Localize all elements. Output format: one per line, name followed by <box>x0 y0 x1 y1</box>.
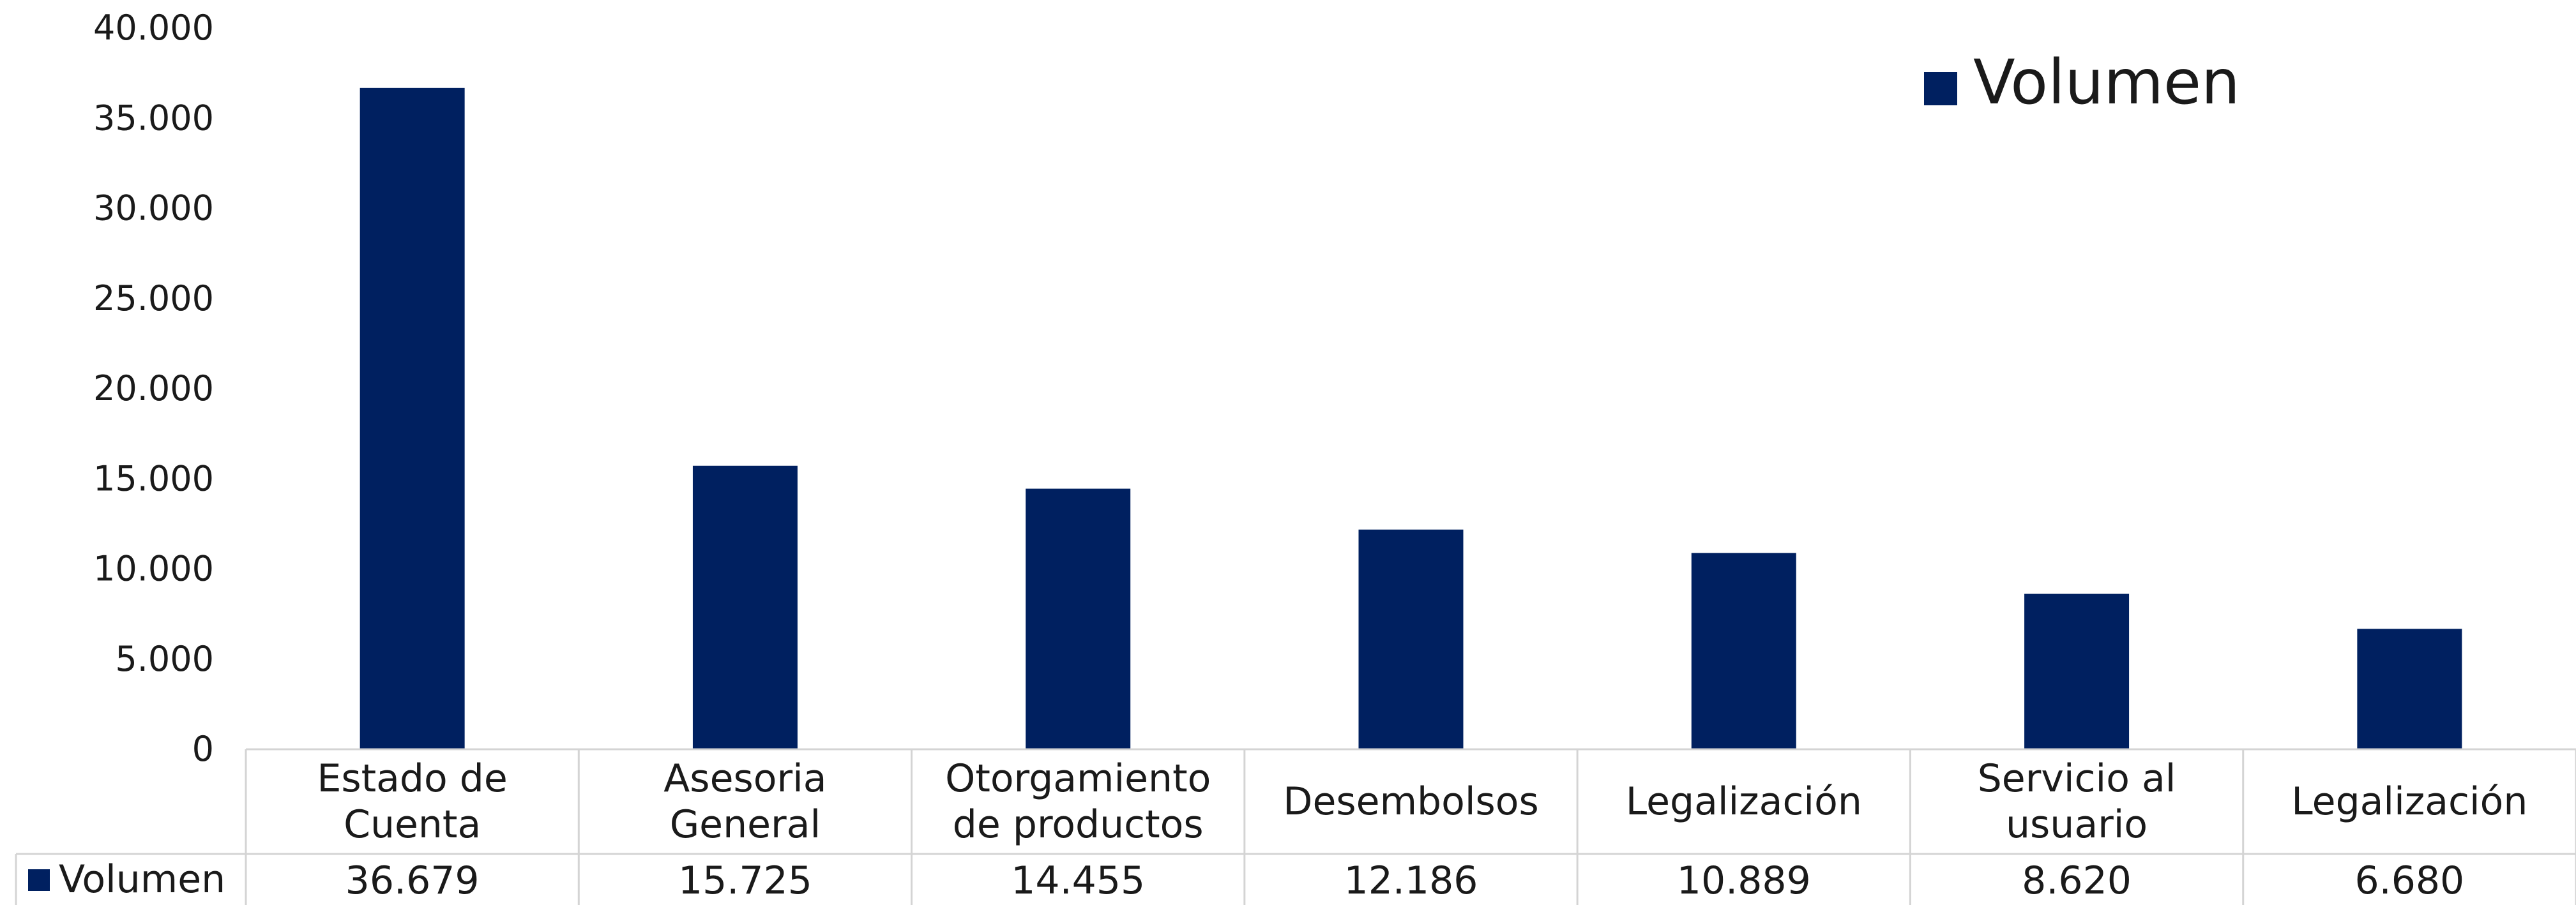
bars <box>360 87 2462 750</box>
data-value-label: 10.889 <box>1677 858 1811 903</box>
y-tick-label: 25.000 <box>93 278 214 318</box>
data-value-label: 14.455 <box>1011 858 1145 903</box>
bar <box>1026 488 1131 749</box>
data-value-label: 36.679 <box>345 858 480 903</box>
category-label: de productos <box>953 802 1204 847</box>
bar <box>1358 529 1464 749</box>
category-label: Asesoria <box>663 756 826 801</box>
category-label: General <box>670 802 821 847</box>
y-tick-label: 35.000 <box>93 98 214 138</box>
bar <box>2024 594 2130 749</box>
y-tick-label: 5.000 <box>115 639 214 679</box>
legend-label: Volumen <box>1973 47 2240 118</box>
data-value-label: 8.620 <box>2022 858 2132 903</box>
y-tick-label: 30.000 <box>93 188 214 228</box>
y-tick-label: 15.000 <box>93 458 214 498</box>
data-value-label: 15.725 <box>678 858 812 903</box>
table-series-key <box>28 869 50 891</box>
y-tick-label: 0 <box>192 729 214 769</box>
bar <box>1691 553 1796 749</box>
category-label: Estado de <box>317 756 507 801</box>
category-label: Legalización <box>2291 779 2527 824</box>
data-value-label: 6.680 <box>2354 858 2464 903</box>
legend-swatch <box>1924 72 1957 105</box>
y-tick-label: 20.000 <box>93 368 214 408</box>
y-tick-label: 40.000 <box>93 8 214 48</box>
legend: Volumen <box>1924 47 2240 118</box>
table-series-name: Volumen <box>59 857 225 902</box>
bar <box>2357 629 2462 749</box>
y-tick-label: 10.000 <box>93 549 214 589</box>
data-value-label: 12.186 <box>1344 858 1478 903</box>
category-label: Otorgamiento <box>945 756 1211 801</box>
category-label: Servicio al <box>1978 756 2176 801</box>
category-label: Legalización <box>1626 779 1862 824</box>
bar <box>360 87 465 750</box>
category-label: Cuenta <box>344 802 481 847</box>
bar <box>692 465 798 749</box>
category-label: usuario <box>2006 802 2148 847</box>
category-label: Desembolsos <box>1283 779 1538 824</box>
y-axis-ticks: 0 5.000 10.000 15.000 20.000 25.000 30.000 35.0… <box>93 8 214 769</box>
